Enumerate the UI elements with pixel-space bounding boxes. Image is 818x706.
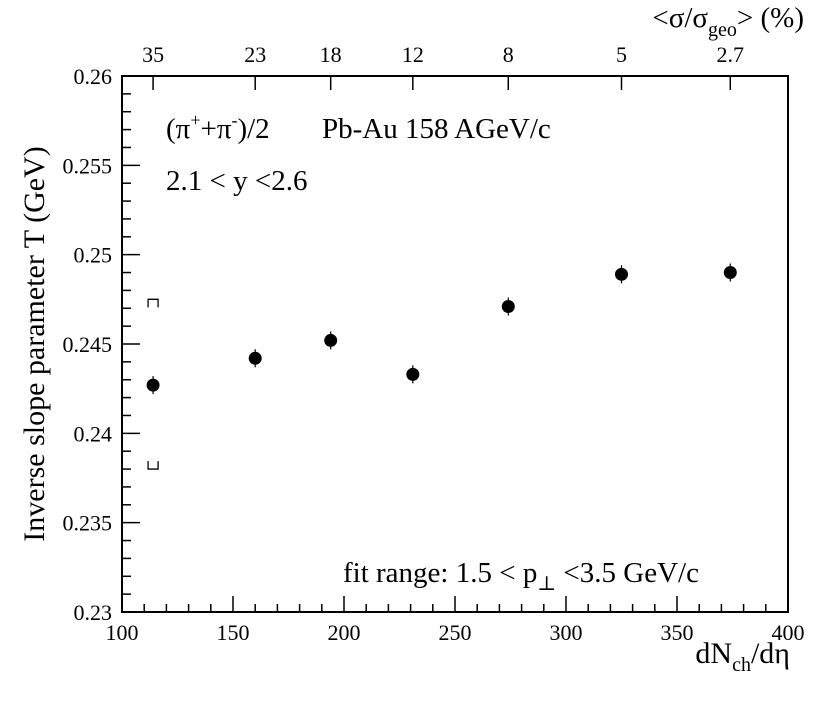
y-tick-label: 0.26 (74, 64, 113, 89)
y-tick-label: 0.24 (74, 421, 113, 446)
data-points (146, 263, 737, 395)
data-point (406, 367, 420, 381)
particle-sup1: + (190, 110, 200, 130)
x-axis-title-tail: /dη (751, 637, 790, 670)
fit-range-sub: ⊥ (537, 573, 556, 595)
fit-range-annotation: fit range: 1.5 < p⊥ <3.5 GeV/c (343, 557, 699, 595)
particle-annotation: (π++π-)/2 (166, 110, 270, 145)
top-axis-title-close: > (%) (737, 2, 804, 34)
fit-range-tail: <3.5 GeV/c (556, 557, 699, 589)
data-point (501, 299, 515, 313)
systematic-error-bracket (147, 298, 159, 470)
x-tick-label: 300 (550, 620, 583, 645)
particle-mid: +π (200, 113, 231, 145)
top-axis-tick-label: 18 (320, 42, 342, 67)
x-axis-title: dNch/dη (695, 637, 790, 676)
top-axis-tick-label: 2.7 (717, 42, 745, 67)
top-axis-tick-label: 12 (402, 42, 424, 67)
x-axis-title-sub: ch (732, 654, 751, 676)
particle-close: )/2 (237, 113, 269, 145)
y-axis-title: Inverse slope parameter T (GeV) (18, 146, 51, 541)
axis-ticks (121, 75, 789, 613)
plot-frame (121, 75, 789, 613)
x-tick-label: 100 (106, 620, 139, 645)
top-axis-title-sub: geo (708, 19, 737, 41)
x-tick-label: 350 (661, 620, 694, 645)
data-point (723, 266, 737, 280)
x-tick-label: 250 (439, 620, 472, 645)
x-tick-label: 200 (328, 620, 361, 645)
system-annotation: Pb-Au 158 AGeV/c (322, 113, 551, 145)
y-tick-label: 0.245 (63, 332, 113, 357)
y-tick-label: 0.25 (74, 243, 113, 268)
data-point (248, 351, 262, 365)
data-point (615, 267, 628, 281)
top-axis-tick-label: 5 (616, 42, 627, 67)
rapidity-annotation: 2.1 < y <2.6 (166, 165, 307, 197)
top-axis-title: <σ/σgeo> (%) (652, 2, 804, 41)
fit-range-head: fit range: 1.5 < p (343, 557, 537, 589)
data-point (146, 378, 160, 392)
axis-tick-labels: 100 150 200 250 300 350 400 0.23 0.235 0.24 0.245 0… (63, 42, 805, 645)
top-axis-tick-label: 8 (503, 42, 514, 67)
syserr-lower-bracket (147, 461, 159, 470)
x-axis-title-main: dN (695, 637, 732, 670)
particle-sup2: - (231, 110, 237, 130)
top-axis-title-open: <σ/σ (652, 2, 708, 34)
particle-open: (π (166, 113, 191, 145)
syserr-upper-bracket (147, 298, 159, 308)
data-point (324, 333, 338, 347)
x-tick-label: 400 (772, 620, 805, 645)
y-tick-label: 0.23 (74, 600, 113, 625)
y-tick-label: 0.235 (63, 511, 113, 536)
top-axis-tick-label: 23 (244, 42, 266, 67)
y-tick-label: 0.255 (63, 153, 113, 178)
top-axis-tick-label: 35 (142, 42, 164, 67)
x-tick-label: 150 (217, 620, 250, 645)
